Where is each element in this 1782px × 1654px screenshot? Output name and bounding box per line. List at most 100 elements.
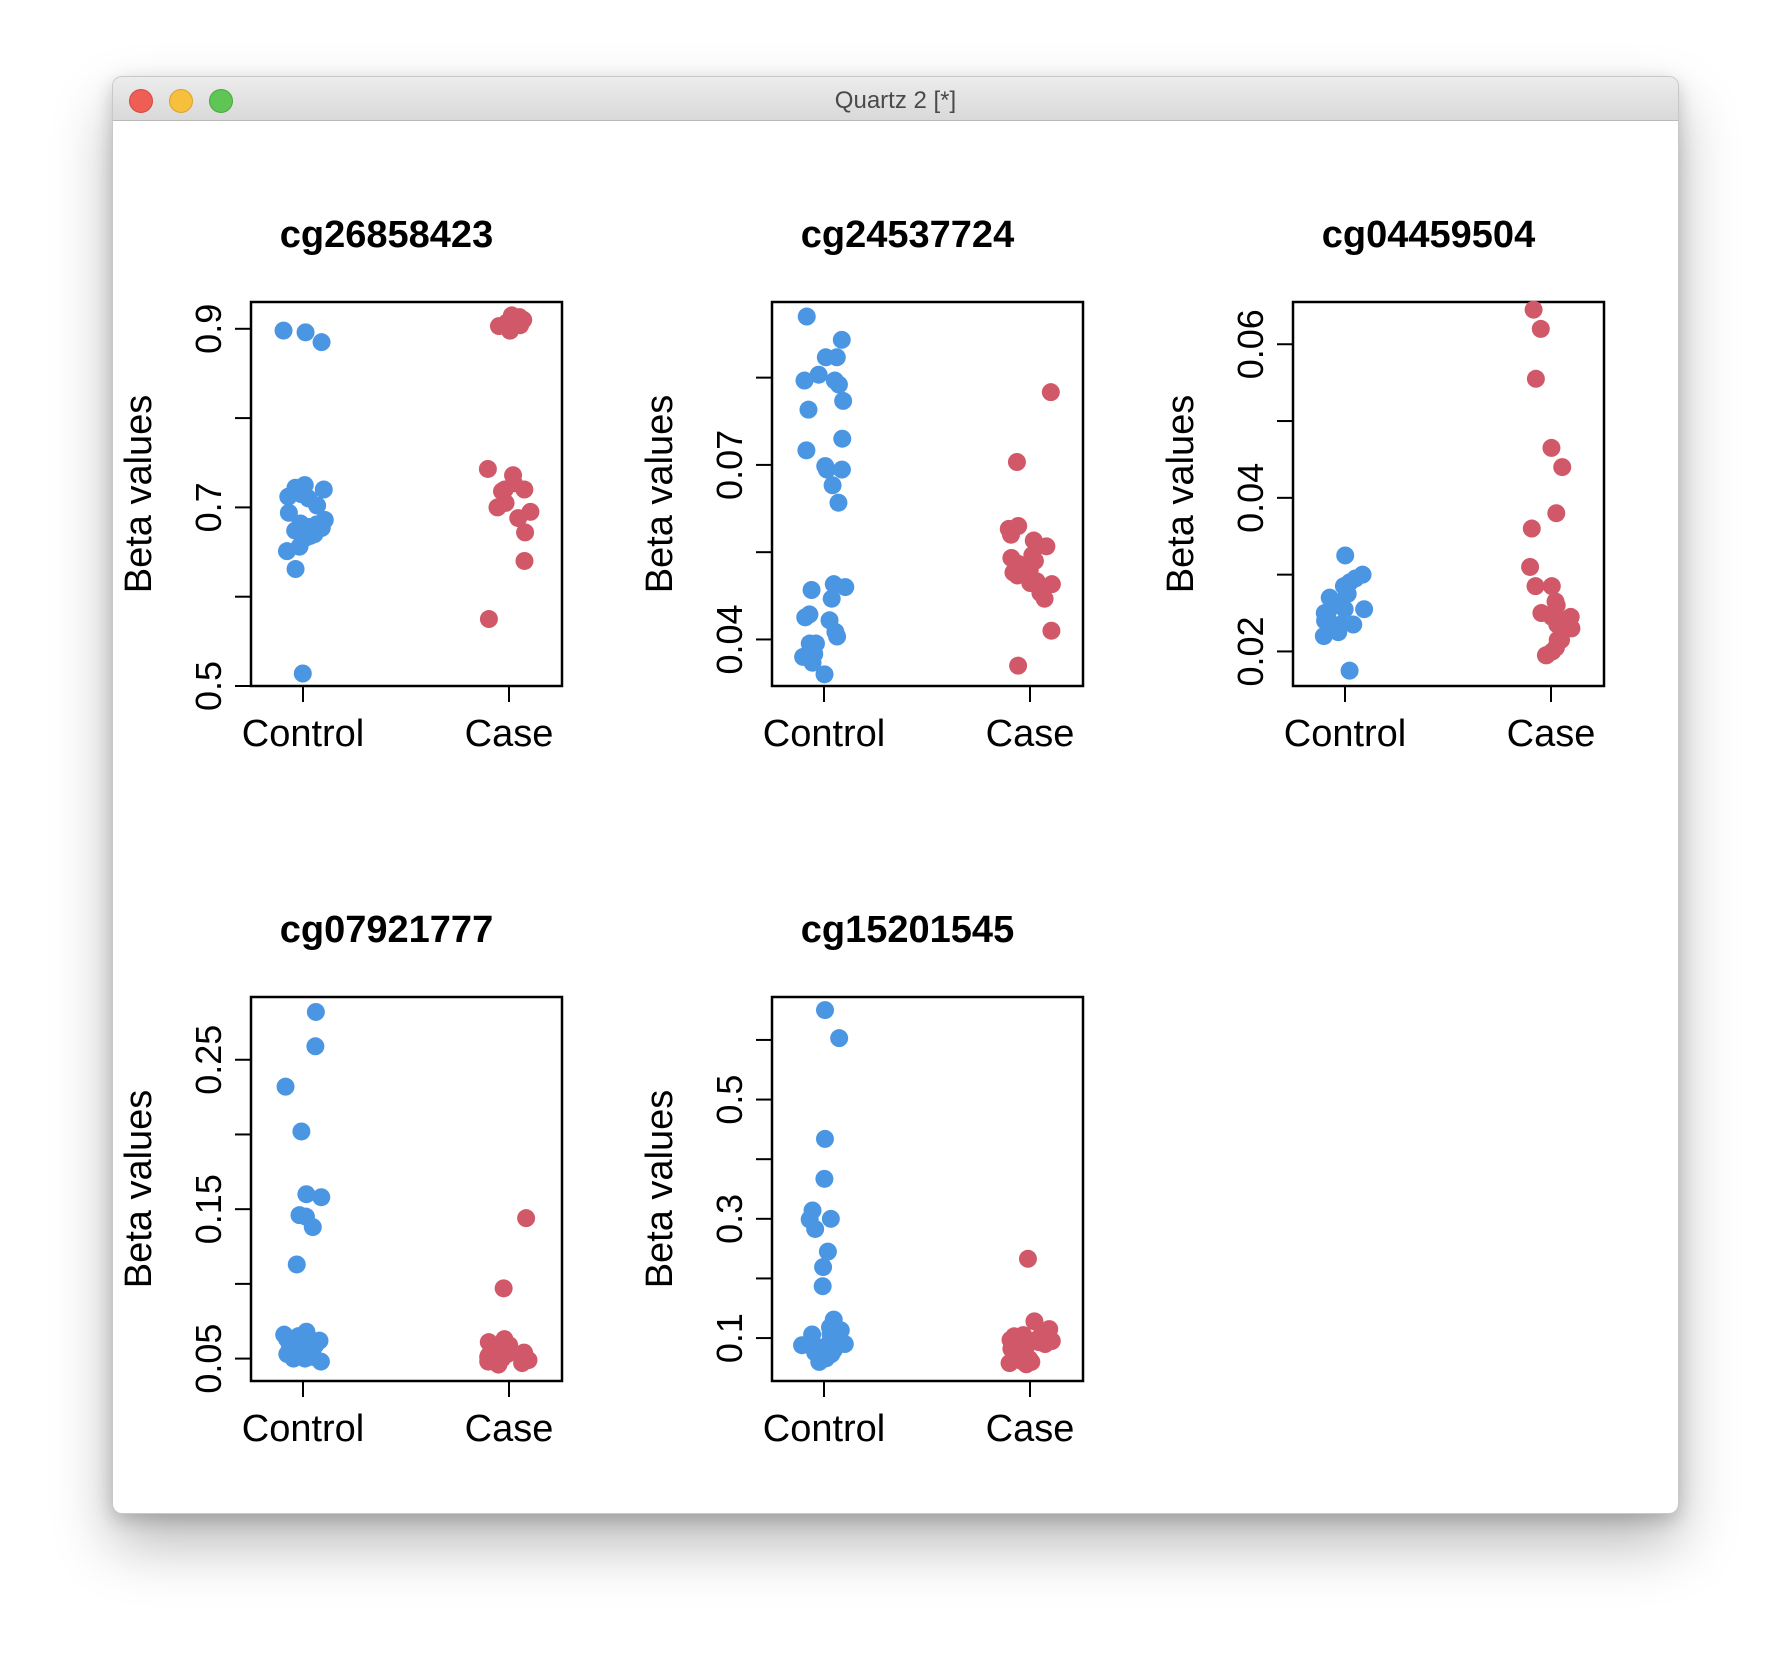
chart-title: cg24537724: [801, 214, 1014, 256]
case-point: [1037, 537, 1056, 556]
control-point: [829, 375, 848, 394]
x-tick-label: Case: [1507, 713, 1596, 755]
control-point: [295, 476, 314, 495]
control-point: [286, 560, 305, 579]
plot-frame: [770, 995, 1085, 1383]
chart-panel: cg24537724 0.04 0.07 Beta values Control Case: [639, 214, 1085, 755]
control-point: [292, 1122, 311, 1141]
y-tick-label: 0.7: [188, 482, 229, 532]
case-point: [509, 509, 528, 528]
case-point: [1531, 319, 1550, 338]
x-tick-label: Case: [465, 1408, 554, 1450]
control-point: [828, 627, 847, 646]
case-point: [1036, 1335, 1055, 1354]
chart-panel: cg15201545 0.1 0.3 0.5 Beta values Control Cas…: [639, 909, 1085, 1450]
control-point: [806, 1219, 825, 1238]
control-point: [314, 480, 333, 499]
x-tick-label: Control: [763, 1408, 886, 1450]
case-point: [500, 321, 519, 340]
plot-frame: [249, 300, 564, 688]
case-point: [478, 459, 497, 478]
control-point: [279, 503, 298, 522]
chart-title: cg07921777: [280, 909, 493, 951]
case-point: [1521, 557, 1540, 576]
y-axis-label: Beta values: [1160, 395, 1202, 594]
y-tick-label: 0.25: [188, 1025, 229, 1095]
control-point: [312, 333, 331, 352]
case-point: [1042, 621, 1061, 640]
control-point: [297, 1185, 316, 1204]
y-tick-label: 0.04: [709, 604, 750, 674]
window-title: Quartz 2 [*]: [834, 87, 957, 114]
control-point: [815, 1169, 834, 1188]
case-point: [494, 1279, 513, 1298]
control-point: [827, 348, 846, 367]
control-point: [1336, 546, 1355, 565]
y-tick-label: 0.5: [709, 1075, 750, 1125]
case-point: [1553, 458, 1572, 477]
control-point: [815, 1129, 834, 1148]
control-point: [830, 1029, 849, 1048]
x-tick-label: Control: [242, 1408, 365, 1450]
case-point: [1522, 519, 1541, 538]
plot-frame: [770, 300, 1085, 688]
control-point: [810, 1352, 829, 1371]
control-point: [802, 581, 821, 599]
case-point: [1009, 656, 1028, 675]
window-titlebar[interactable]: Quartz 2 [*]: [113, 77, 1678, 121]
y-axis-label: Beta values: [639, 1090, 681, 1289]
control-point: [813, 1277, 832, 1296]
control-point: [274, 321, 293, 340]
control-point: [1344, 615, 1363, 634]
y-axis-label: Beta values: [118, 395, 160, 594]
y-tick-label: 0.02: [1230, 616, 1271, 686]
control-point: [832, 460, 851, 479]
minimize-button[interactable]: [169, 89, 193, 113]
control-point: [803, 653, 822, 672]
control-point: [1335, 600, 1354, 619]
control-point: [809, 365, 828, 384]
control-point: [815, 1001, 834, 1020]
chart-panel: cg04459504 0.02 0.04 0.06 Beta values Control…: [1160, 214, 1606, 755]
control-point: [1329, 623, 1348, 642]
zoom-button[interactable]: [209, 89, 233, 113]
chart-title: cg15201545: [801, 909, 1014, 951]
case-point: [1007, 453, 1026, 471]
control-point: [312, 1188, 331, 1207]
control-point: [277, 542, 296, 561]
close-button[interactable]: [129, 89, 153, 113]
control-point: [1340, 661, 1359, 680]
case-point: [1547, 504, 1566, 523]
control-point: [834, 391, 853, 410]
y-tick-label: 0.05: [188, 1324, 229, 1394]
chart-title: cg04459504: [1322, 214, 1535, 256]
control-point: [284, 1349, 303, 1368]
control-point: [306, 1037, 325, 1056]
control-point: [822, 589, 841, 608]
y-tick-label: 0.15: [188, 1174, 229, 1244]
y-tick-label: 0.9: [188, 304, 229, 354]
control-point: [306, 1002, 325, 1021]
plots-canvas: cg26858423 0.5 0.7 0.9 Beta values Control Cas…: [118, 214, 1606, 1450]
x-tick-label: Control: [1284, 713, 1407, 755]
control-point: [829, 493, 848, 512]
plot-frame: [249, 995, 564, 1383]
control-point: [821, 1209, 840, 1228]
case-point: [1524, 300, 1543, 319]
control-point: [817, 460, 836, 479]
case-point: [1526, 577, 1545, 596]
control-point: [833, 429, 852, 448]
control-point: [311, 1352, 330, 1371]
control-point: [814, 1258, 833, 1277]
case-point: [479, 610, 498, 629]
case-point: [1017, 1355, 1036, 1374]
y-tick-label: 0.5: [188, 661, 229, 711]
control-point: [832, 330, 851, 349]
plot-area: cg26858423 0.5 0.7 0.9 Beta values Control Cas…: [113, 121, 1678, 1513]
case-point: [488, 498, 507, 517]
control-point: [799, 400, 818, 419]
case-point: [1542, 438, 1561, 457]
control-point: [823, 476, 842, 495]
case-point: [517, 1209, 536, 1228]
case-point: [1536, 646, 1555, 665]
